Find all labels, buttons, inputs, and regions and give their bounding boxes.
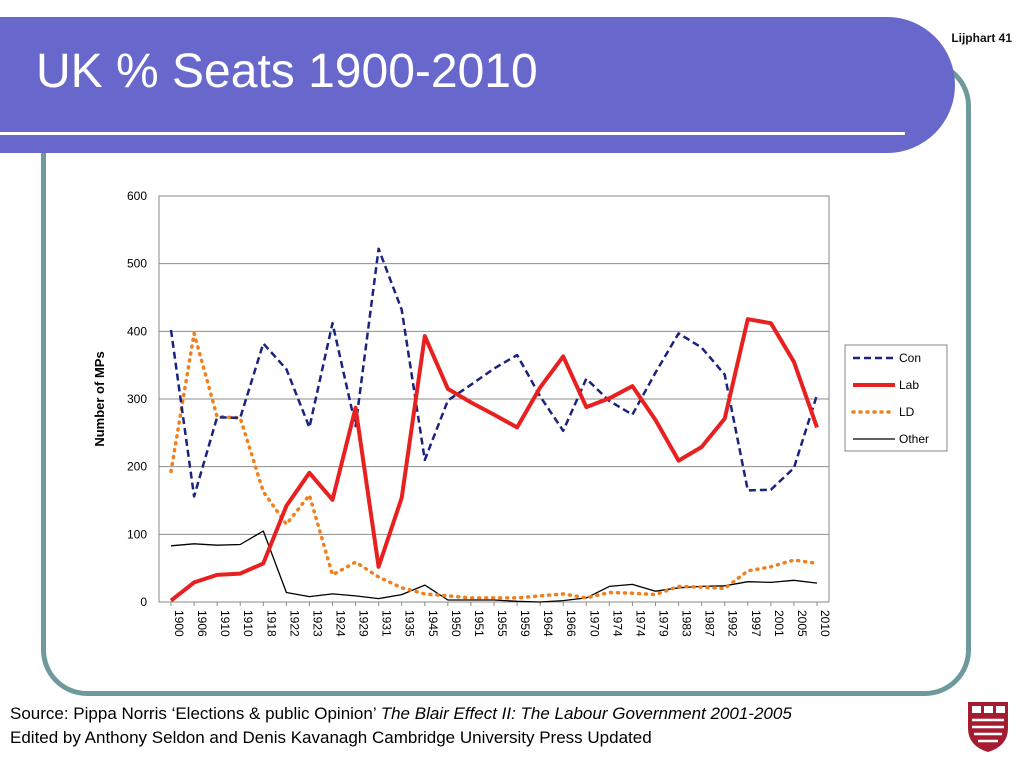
x-tick-label: 2010: [818, 610, 832, 637]
x-tick-label: 1955: [495, 610, 509, 637]
x-tick-label: 1906: [195, 610, 209, 637]
legend-label-ld: LD: [899, 405, 915, 419]
university-shield-icon: [968, 702, 1008, 752]
title-underline: [0, 132, 905, 135]
y-tick-label: 0: [140, 595, 147, 609]
x-tick-label: 1900: [172, 610, 186, 637]
source-prefix: Source: Pippa Norris ‘Elections & public…: [10, 704, 381, 723]
slide-title: UK % Seats 1900-2010: [36, 45, 538, 98]
x-tick-label: 2001: [772, 610, 786, 637]
x-tick-label: 1918: [264, 610, 278, 637]
x-tick-label: 1922: [287, 610, 301, 637]
x-tick-label: 2005: [795, 610, 809, 637]
x-tick-label: 1910: [218, 610, 232, 637]
line-chart: 0 100 200 300 400 500 600 1900 1906 1910 1910 1918 1…: [92, 189, 948, 637]
x-tick-label: 1959: [518, 610, 532, 637]
x-tick-label: 1910: [241, 610, 255, 637]
series-line-con: [169, 247, 819, 498]
x-tick-label: 1931: [380, 610, 394, 637]
series-line-lab: [169, 317, 819, 603]
y-tick-label: 100: [127, 527, 147, 541]
x-tick-label: 1924: [334, 610, 348, 637]
x-tick-label: 1966: [564, 610, 578, 637]
x-tick-label: 1987: [703, 610, 717, 637]
x-tick-label: 1923: [310, 610, 324, 637]
x-tick-label: 1983: [680, 610, 694, 637]
x-tick-label: 1945: [426, 610, 440, 637]
source-line-1: Source: Pippa Norris ‘Elections & public…: [10, 702, 960, 726]
x-tick-label: 1979: [657, 610, 671, 637]
source-citation: Source: Pippa Norris ‘Elections & public…: [10, 702, 960, 750]
x-tick-label: 1951: [472, 610, 486, 637]
source-book-title: The Blair Effect II: The Labour Governme…: [380, 704, 792, 723]
x-tick-label: 1935: [403, 610, 417, 637]
source-line-2: Edited by Anthony Seldon and Denis Kavan…: [10, 728, 652, 747]
y-tick-label: 500: [127, 257, 147, 271]
x-tick-label: 1997: [749, 610, 763, 637]
y-tick-label: 200: [127, 460, 147, 474]
x-tick-label: 1974: [610, 610, 624, 637]
x-tick-label: 1964: [541, 610, 555, 637]
x-tick-label: 1974: [633, 610, 647, 637]
y-tick-label: 400: [127, 324, 147, 338]
x-tick-label: 1950: [449, 610, 463, 637]
title-bar: [0, 17, 955, 153]
chart-legend: Con Lab LD Other: [844, 344, 948, 452]
x-tick-label: 1970: [587, 610, 601, 637]
y-tick-label: 600: [127, 189, 147, 203]
y-axis-label: Number of MPs: [92, 351, 107, 446]
legend-label-lab: Lab: [899, 378, 919, 392]
x-tick-label: 1992: [726, 610, 740, 637]
series-line-ld: [169, 331, 819, 600]
series-line-other: [170, 530, 818, 603]
x-tick-label: 1929: [357, 610, 371, 637]
legend-label-con: Con: [899, 351, 921, 365]
legend-label-other: Other: [899, 432, 929, 446]
y-tick-label: 300: [127, 392, 147, 406]
corner-label: Lijphart 41: [951, 31, 1012, 45]
legend-box: [844, 344, 948, 452]
